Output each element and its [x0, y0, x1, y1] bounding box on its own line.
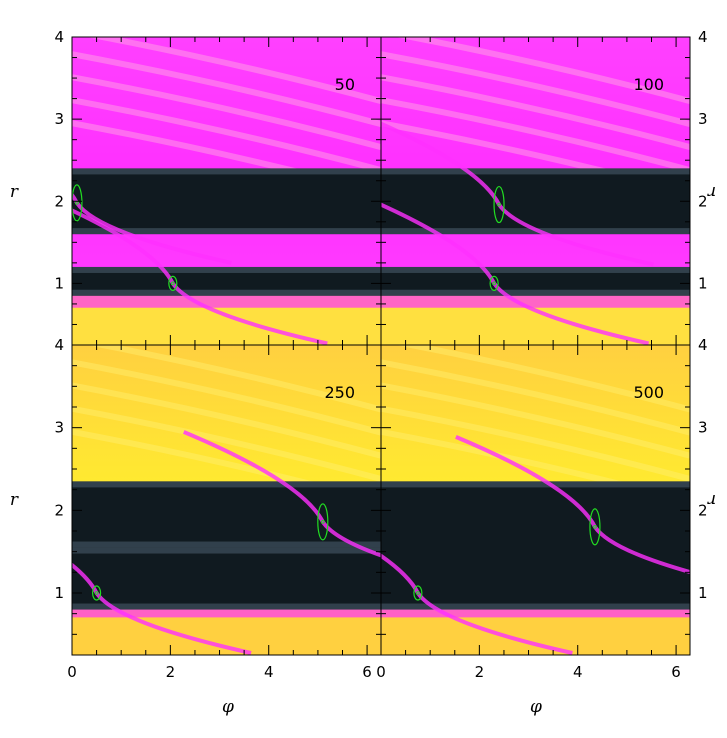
panel-label: 500	[633, 383, 664, 402]
x-tick-label: 6	[362, 663, 372, 681]
y-tick-label: 2	[698, 192, 708, 210]
y-tick-label: 1	[698, 274, 708, 292]
gap-0	[72, 547, 381, 610]
x-tick-label: 0	[67, 663, 77, 681]
planet-marker	[493, 185, 505, 224]
panel-50	[72, 37, 381, 345]
y-tick-label: 1	[54, 584, 64, 602]
spiral-arm	[381, 553, 573, 655]
planet-marker	[168, 275, 178, 291]
gap-0	[381, 481, 690, 610]
panel-label: 50	[335, 75, 355, 94]
y-tick-label: 1	[54, 274, 64, 292]
gap-1	[381, 168, 690, 235]
x-tick-label: 2	[475, 663, 485, 681]
y-tick-label: 1	[698, 584, 708, 602]
spiral-arm	[72, 208, 328, 345]
planet-marker	[413, 585, 423, 601]
spiral-arm	[72, 562, 252, 655]
panel-label: 100	[633, 75, 664, 94]
spiral-arm	[381, 202, 650, 345]
spiral-arm	[182, 430, 381, 558]
x-axis-title-left: φ	[222, 697, 234, 717]
panel-label: 250	[324, 383, 355, 402]
x-tick-label: 2	[166, 663, 176, 681]
y-tick-label: 4	[698, 336, 708, 354]
panel-500	[381, 345, 690, 655]
y-tick-label: 2	[54, 192, 64, 210]
y-tick-label: 3	[698, 110, 708, 128]
y-tick-label: 4	[54, 28, 64, 46]
y-axis-title-top-left: r	[10, 182, 19, 202]
y-axis-title-bottom-right: r	[707, 490, 716, 510]
spiral-arm	[381, 121, 654, 267]
planet-marker	[91, 585, 102, 601]
y-tick-label: 3	[698, 419, 708, 437]
x-axis-title-right: φ	[530, 697, 542, 717]
y-tick-label: 4	[54, 336, 64, 354]
spiral-arm	[455, 435, 690, 575]
gap-1	[72, 481, 381, 548]
planet-marker	[72, 184, 83, 222]
panel-100	[381, 37, 690, 345]
planet-marker	[317, 503, 329, 541]
x-tick-label: 4	[573, 663, 583, 681]
x-tick-label: 4	[264, 663, 274, 681]
planet-marker	[489, 275, 499, 291]
panel-frame	[380, 344, 691, 656]
y-tick-label: 3	[54, 419, 64, 437]
y-tick-label: 4	[698, 28, 708, 46]
y-tick-label: 2	[54, 501, 64, 519]
gap-1	[72, 168, 381, 235]
y-tick-label: 3	[54, 110, 64, 128]
y-axis-title-top-right: r	[707, 182, 716, 202]
planet-marker	[589, 508, 601, 546]
spiral-arm	[72, 191, 232, 265]
y-axis-title-bottom-left: r	[10, 490, 19, 510]
x-tick-label: 6	[671, 663, 681, 681]
panels	[72, 37, 690, 655]
panel-250	[72, 345, 381, 655]
x-tick-label: 0	[376, 663, 386, 681]
y-tick-label: 2	[698, 501, 708, 519]
axes: 50 1 2 3 4 100 1 2 3 4 250 1 2 3 4 0 2 4 6 500 1 2 3 4 0 2 4 6	[54, 28, 707, 681]
